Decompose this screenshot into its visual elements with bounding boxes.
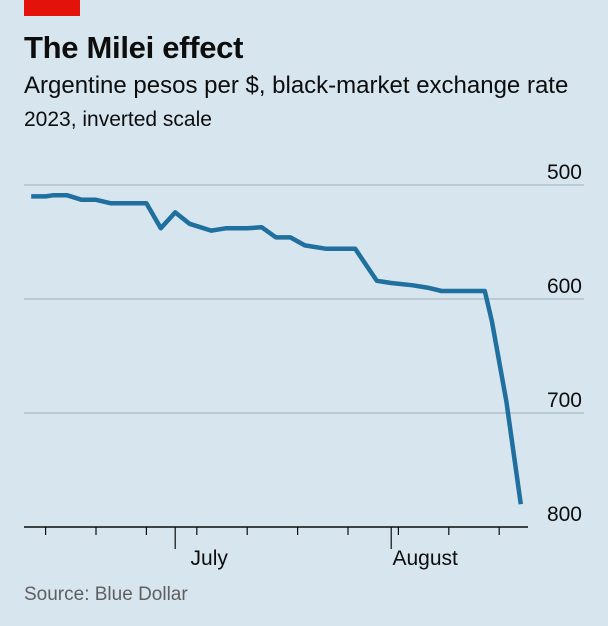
- series-line: [31, 193, 524, 505]
- y-tick-label: 700: [547, 389, 582, 412]
- y-tick-label: 500: [547, 161, 582, 184]
- source-note: Source: Blue Dollar: [24, 584, 188, 605]
- gridlines: [24, 184, 584, 414]
- y-tick-label: 600: [547, 275, 582, 298]
- chart-subtitle: Argentine pesos per $, black-market exch…: [24, 72, 569, 99]
- x-tick-label: August: [393, 547, 459, 570]
- brand-tag: [24, 0, 80, 16]
- x-tick-labels: July August: [191, 547, 459, 570]
- scale-note: 2023, inverted scale: [24, 108, 212, 131]
- chart-title: The Milei effect: [24, 30, 244, 65]
- y-tick-label: 800: [547, 503, 582, 526]
- data-series: [31, 193, 524, 505]
- x-tick-label: July: [191, 547, 229, 570]
- y-tick-labels: 500 600 700 800: [547, 161, 582, 526]
- x-axis: [24, 526, 528, 549]
